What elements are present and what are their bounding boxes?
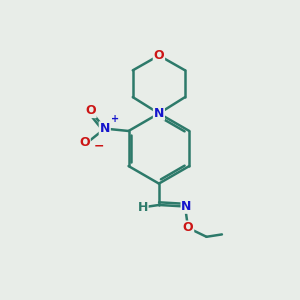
Text: +: +: [111, 114, 119, 124]
Text: O: O: [79, 136, 90, 149]
Text: O: O: [154, 49, 164, 62]
Text: H: H: [137, 201, 148, 214]
Text: N: N: [100, 122, 110, 135]
Text: O: O: [183, 221, 194, 234]
Text: N: N: [154, 107, 164, 120]
Text: N: N: [182, 200, 192, 213]
Text: −: −: [94, 140, 104, 152]
Text: O: O: [85, 104, 96, 117]
